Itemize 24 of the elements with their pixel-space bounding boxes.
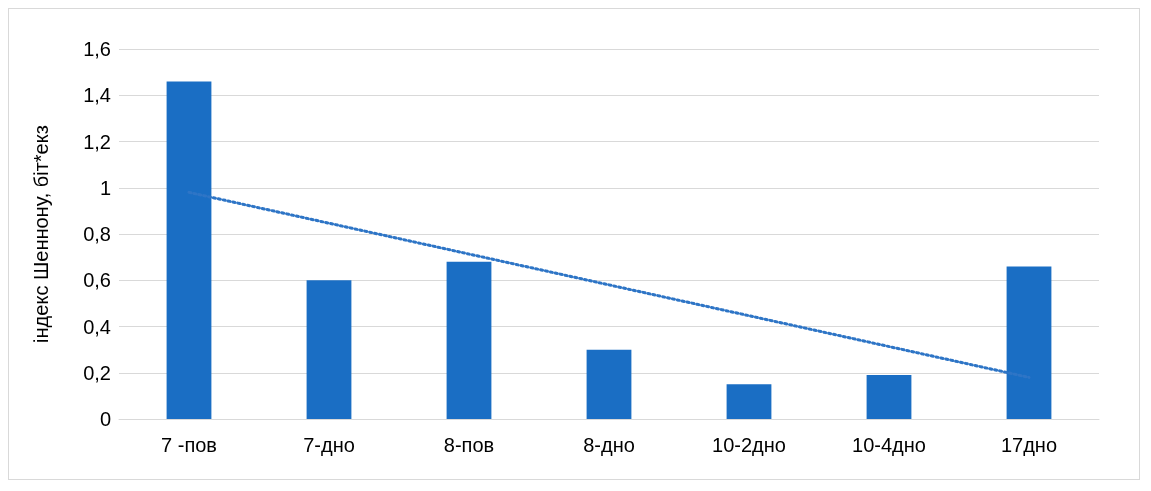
y-tick-label: 0: [99, 408, 111, 430]
bar: [866, 375, 912, 419]
y-tick-label: 0,6: [83, 269, 111, 292]
bar: [586, 349, 632, 419]
x-tick-label: 8-пов: [443, 434, 495, 456]
y-tick-label: 1: [99, 176, 111, 199]
bar: [306, 280, 352, 419]
x-tick-label: 17дно: [1000, 434, 1058, 456]
x-tick-label: 8-дно: [583, 434, 635, 456]
y-axis-title: індекс Шеннону, біт*екз: [30, 125, 52, 343]
y-tick-label: 0,8: [83, 223, 111, 245]
y-tick-label: 1,4: [83, 84, 111, 107]
bar: [1006, 266, 1052, 419]
x-tick-label: 7 -пов: [161, 434, 217, 456]
y-tick-label: 0,4: [83, 315, 111, 338]
y-tick-label: 1,2: [83, 130, 111, 153]
bar: [446, 261, 492, 419]
y-tick-label: 1,6: [83, 38, 111, 60]
x-tick-label: 10-4дно: [852, 434, 926, 456]
x-tick-label: 7-дно: [303, 434, 355, 456]
x-tick-label: 10-2дно: [712, 434, 786, 456]
y-tick-label: 0,2: [83, 361, 111, 384]
bar: [726, 384, 772, 419]
bar: [166, 81, 212, 419]
